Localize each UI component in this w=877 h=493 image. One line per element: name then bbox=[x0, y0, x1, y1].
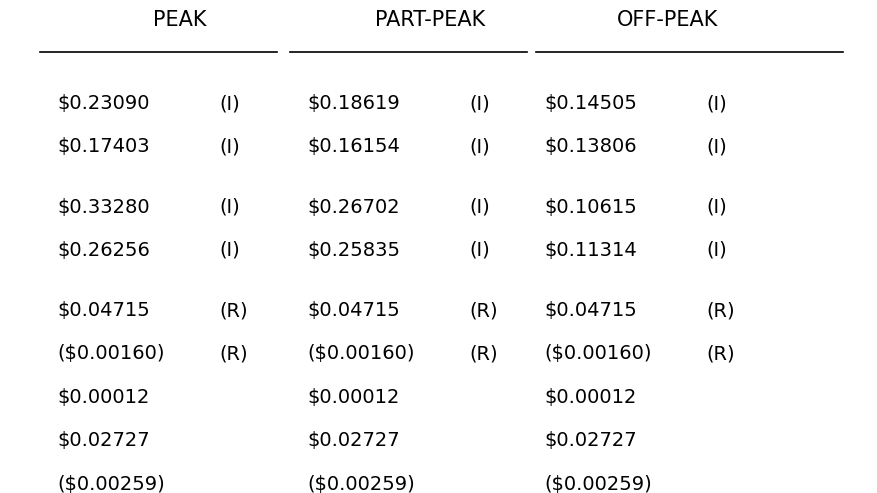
Text: PEAK: PEAK bbox=[153, 9, 206, 30]
Text: $0.17403: $0.17403 bbox=[57, 138, 149, 156]
Text: $0.10615: $0.10615 bbox=[544, 198, 637, 216]
Text: $0.26702: $0.26702 bbox=[307, 198, 399, 216]
Text: $0.00012: $0.00012 bbox=[544, 388, 636, 407]
Text: ($0.00160): ($0.00160) bbox=[57, 345, 164, 363]
Text: PART-PEAK: PART-PEAK bbox=[374, 9, 485, 30]
Text: (I): (I) bbox=[706, 198, 727, 216]
Text: (I): (I) bbox=[219, 138, 240, 156]
Text: (R): (R) bbox=[469, 301, 498, 320]
Text: (I): (I) bbox=[219, 198, 240, 216]
Text: (I): (I) bbox=[469, 241, 490, 260]
Text: $0.02727: $0.02727 bbox=[57, 431, 149, 450]
Text: (R): (R) bbox=[219, 301, 248, 320]
Text: (I): (I) bbox=[706, 94, 727, 113]
Text: (I): (I) bbox=[469, 138, 490, 156]
Text: $0.13806: $0.13806 bbox=[544, 138, 636, 156]
Text: (I): (I) bbox=[469, 94, 490, 113]
Text: $0.18619: $0.18619 bbox=[307, 94, 400, 113]
Text: $0.23090: $0.23090 bbox=[57, 94, 149, 113]
Text: $0.00012: $0.00012 bbox=[57, 388, 149, 407]
Text: ($0.00259): ($0.00259) bbox=[57, 475, 165, 493]
Text: (I): (I) bbox=[706, 138, 727, 156]
Text: $0.04715: $0.04715 bbox=[544, 301, 637, 320]
Text: ($0.00259): ($0.00259) bbox=[544, 475, 652, 493]
Text: ($0.00160): ($0.00160) bbox=[544, 345, 651, 363]
Text: (R): (R) bbox=[706, 345, 735, 363]
Text: (R): (R) bbox=[219, 345, 248, 363]
Text: ($0.00160): ($0.00160) bbox=[307, 345, 414, 363]
Text: $0.33280: $0.33280 bbox=[57, 198, 149, 216]
Text: OFF-PEAK: OFF-PEAK bbox=[616, 9, 717, 30]
Text: $0.02727: $0.02727 bbox=[544, 431, 636, 450]
Text: (I): (I) bbox=[469, 198, 490, 216]
Text: (I): (I) bbox=[706, 241, 727, 260]
Text: $0.26256: $0.26256 bbox=[57, 241, 150, 260]
Text: $0.02727: $0.02727 bbox=[307, 431, 399, 450]
Text: $0.16154: $0.16154 bbox=[307, 138, 400, 156]
Text: $0.14505: $0.14505 bbox=[544, 94, 637, 113]
Text: (R): (R) bbox=[706, 301, 735, 320]
Text: $0.04715: $0.04715 bbox=[57, 301, 150, 320]
Text: (I): (I) bbox=[219, 94, 240, 113]
Text: ($0.00259): ($0.00259) bbox=[307, 475, 415, 493]
Text: (I): (I) bbox=[219, 241, 240, 260]
Text: $0.25835: $0.25835 bbox=[307, 241, 400, 260]
Text: $0.00012: $0.00012 bbox=[307, 388, 399, 407]
Text: $0.04715: $0.04715 bbox=[307, 301, 400, 320]
Text: (R): (R) bbox=[469, 345, 498, 363]
Text: $0.11314: $0.11314 bbox=[544, 241, 637, 260]
